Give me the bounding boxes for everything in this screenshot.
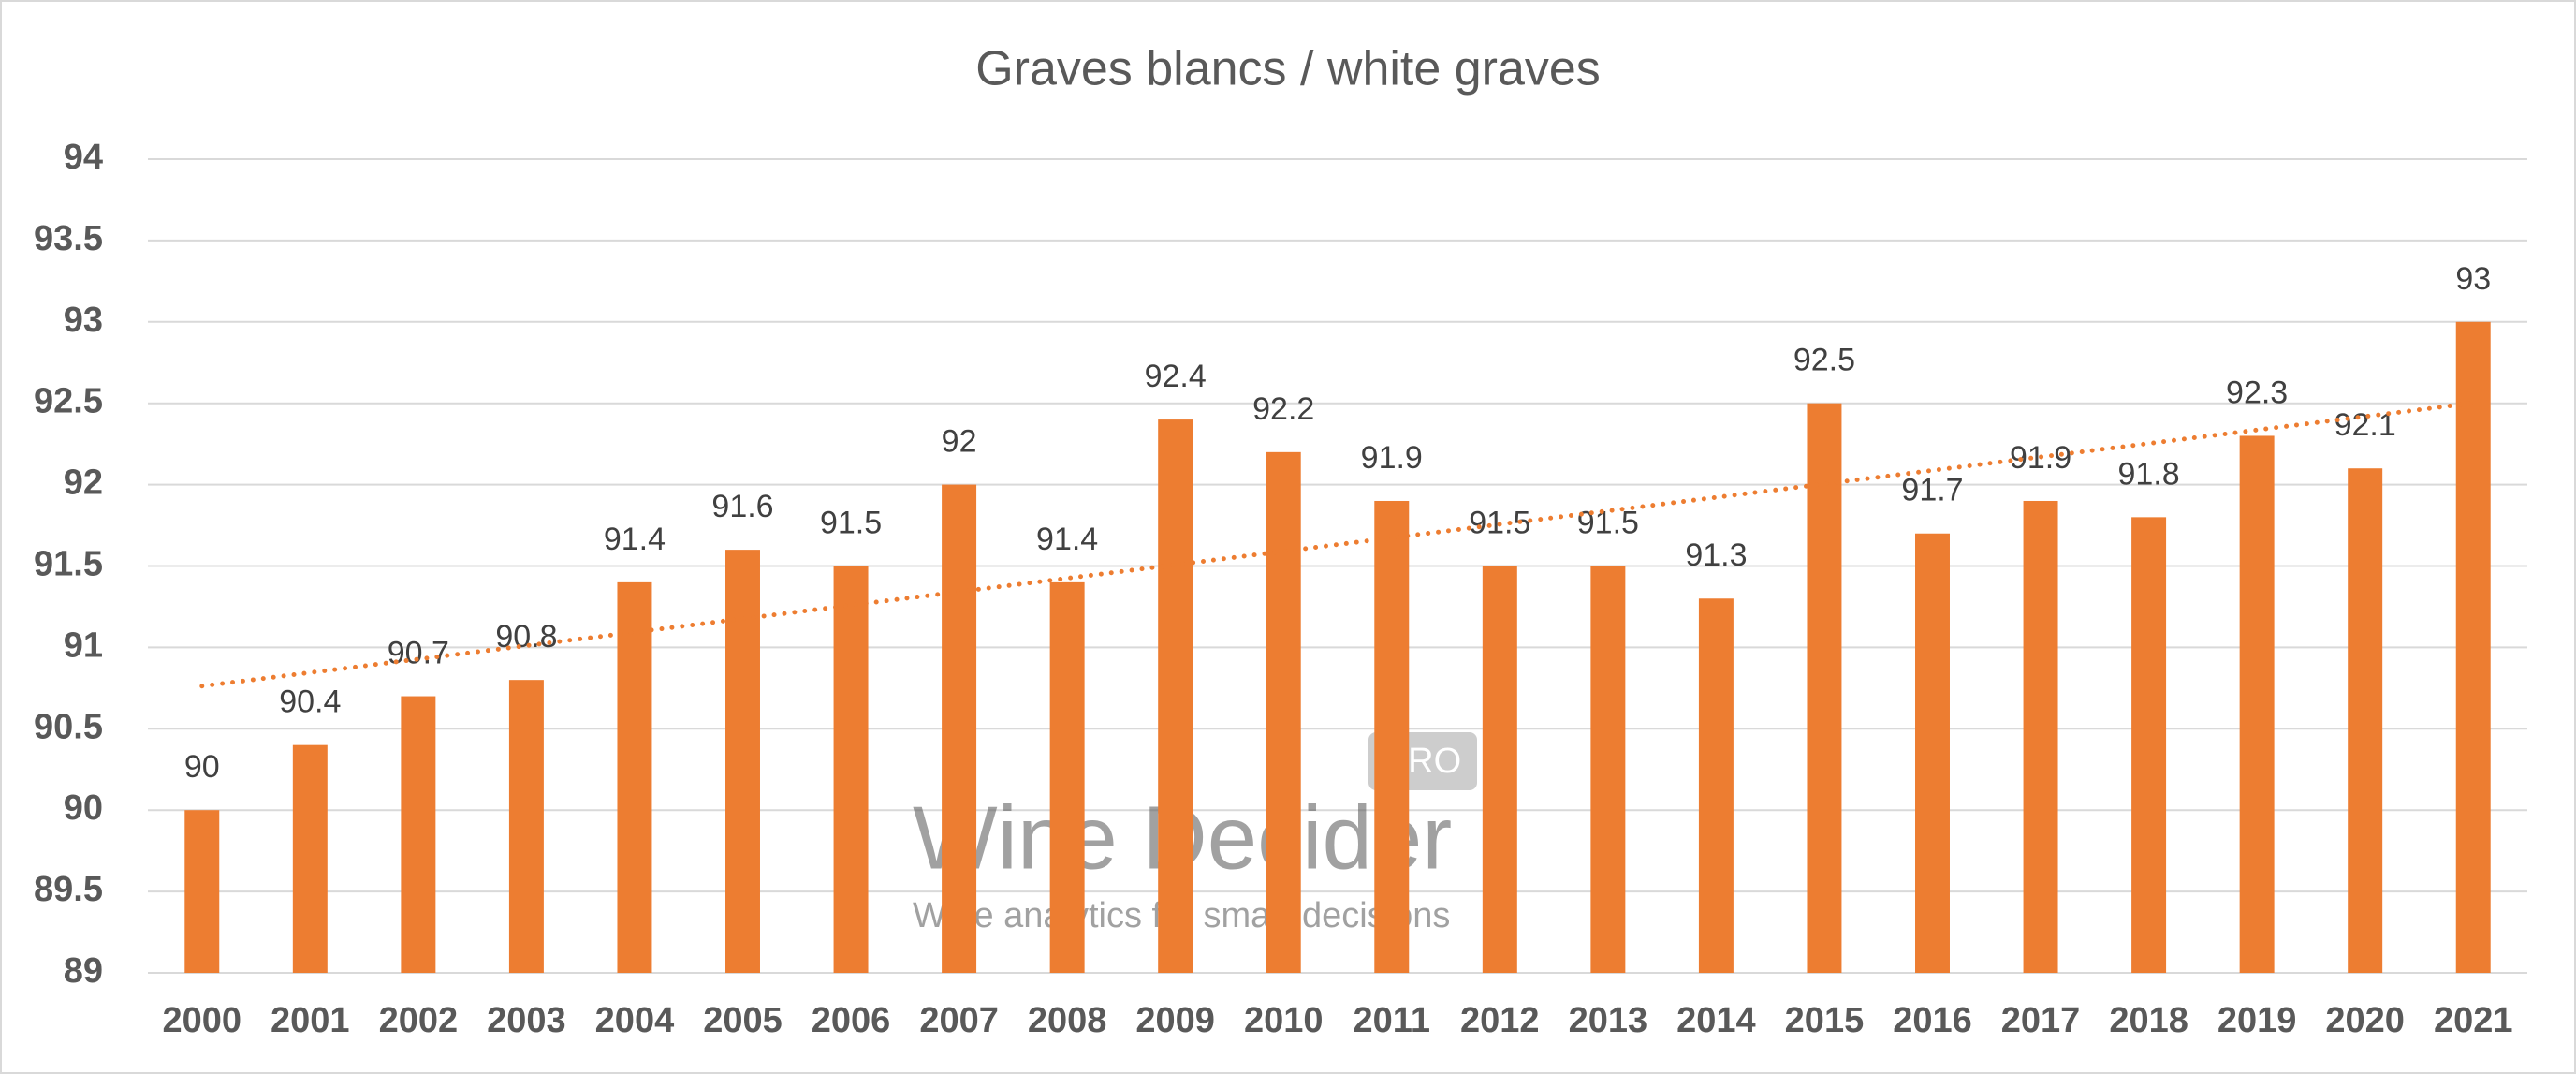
- y-tick-label: 89: [64, 951, 103, 991]
- x-tick-label: 2008: [1028, 1001, 1107, 1040]
- data-label: 91.4: [604, 522, 666, 557]
- data-label: 90.8: [495, 619, 557, 655]
- x-tick-label: 2012: [1460, 1001, 1540, 1040]
- y-tick-label: 91.5: [34, 545, 103, 584]
- bar: [1049, 581, 1085, 973]
- x-tick-label: 2018: [2109, 1001, 2188, 1040]
- chart-title: Graves blancs / white graves: [975, 42, 1601, 96]
- x-tick-label: 2006: [812, 1001, 891, 1040]
- y-tick-label: 93: [64, 301, 103, 340]
- bar: [2131, 517, 2167, 973]
- x-tick-label: 2004: [595, 1001, 675, 1040]
- bar: [1374, 500, 1410, 973]
- data-label: 91.7: [1901, 473, 1963, 508]
- data-label: 91.8: [2117, 456, 2179, 492]
- y-tick-label: 90: [64, 788, 103, 828]
- x-tick-label: 2014: [1676, 1001, 1756, 1040]
- y-tick-label: 90.5: [34, 707, 103, 746]
- bar: [942, 484, 977, 973]
- x-tick-label: 2005: [703, 1001, 783, 1040]
- data-label: 92.4: [1145, 359, 1207, 394]
- bar: [401, 696, 436, 973]
- data-label: 90.4: [279, 684, 341, 720]
- data-label: 92.2: [1252, 391, 1314, 427]
- x-tick-label: 2000: [162, 1001, 242, 1040]
- data-label: 91.9: [1361, 440, 1423, 476]
- x-tick-label: 2002: [379, 1001, 459, 1040]
- y-tick-label: 91: [64, 625, 103, 665]
- bar: [617, 581, 652, 973]
- bar: [2455, 321, 2491, 973]
- x-tick-label: 2016: [1893, 1001, 1972, 1040]
- x-tick-label: 2001: [271, 1001, 350, 1040]
- data-label: 91.5: [820, 505, 882, 540]
- data-label: 90: [184, 749, 220, 785]
- data-label: 91.5: [1577, 505, 1639, 540]
- data-label: 92.1: [2334, 407, 2396, 443]
- y-tick-label: 89.5: [34, 870, 103, 909]
- bar: [2239, 435, 2275, 974]
- bar: [1807, 403, 1842, 973]
- x-tick-label: 2007: [919, 1001, 999, 1040]
- x-tick-label: 2010: [1244, 1001, 1324, 1040]
- y-tick-label: 93.5: [34, 219, 103, 258]
- x-tick-label: 2003: [487, 1001, 566, 1040]
- data-label: 92: [942, 424, 977, 460]
- bar: [1915, 533, 1950, 973]
- y-tick-label: 92.5: [34, 382, 103, 421]
- x-tick-label: 2013: [1569, 1001, 1648, 1040]
- bar: [1158, 419, 1193, 974]
- y-tick-label: 92: [64, 463, 103, 503]
- bar: [2023, 500, 2058, 973]
- bar: [1482, 566, 1517, 973]
- data-label: 93: [2455, 261, 2491, 297]
- bar: [292, 744, 328, 973]
- data-label: 91.6: [711, 489, 773, 524]
- x-tick-label: 2017: [2001, 1001, 2081, 1040]
- bar: [184, 810, 220, 973]
- x-tick-label: 2015: [1785, 1001, 1865, 1040]
- bar: [725, 550, 760, 973]
- x-tick-label: 2009: [1135, 1001, 1215, 1040]
- bar: [508, 680, 544, 973]
- data-label: 92.5: [1793, 343, 1855, 378]
- x-tick-label: 2020: [2325, 1001, 2405, 1040]
- bar: [1590, 566, 1626, 973]
- data-label: 91.4: [1036, 522, 1098, 557]
- bar: [2348, 468, 2383, 974]
- x-tick-label: 2019: [2217, 1001, 2297, 1040]
- y-tick-label: 94: [64, 138, 103, 177]
- x-tick-label: 2021: [2434, 1001, 2513, 1040]
- bar: [1266, 451, 1301, 974]
- data-label: 91.3: [1685, 537, 1747, 573]
- bar: [833, 566, 869, 973]
- bar: [1698, 598, 1734, 973]
- x-tick-label: 2011: [1354, 1001, 1430, 1040]
- data-label: 90.7: [388, 636, 449, 671]
- data-label: 92.3: [2226, 375, 2288, 410]
- trendline: [199, 400, 2476, 689]
